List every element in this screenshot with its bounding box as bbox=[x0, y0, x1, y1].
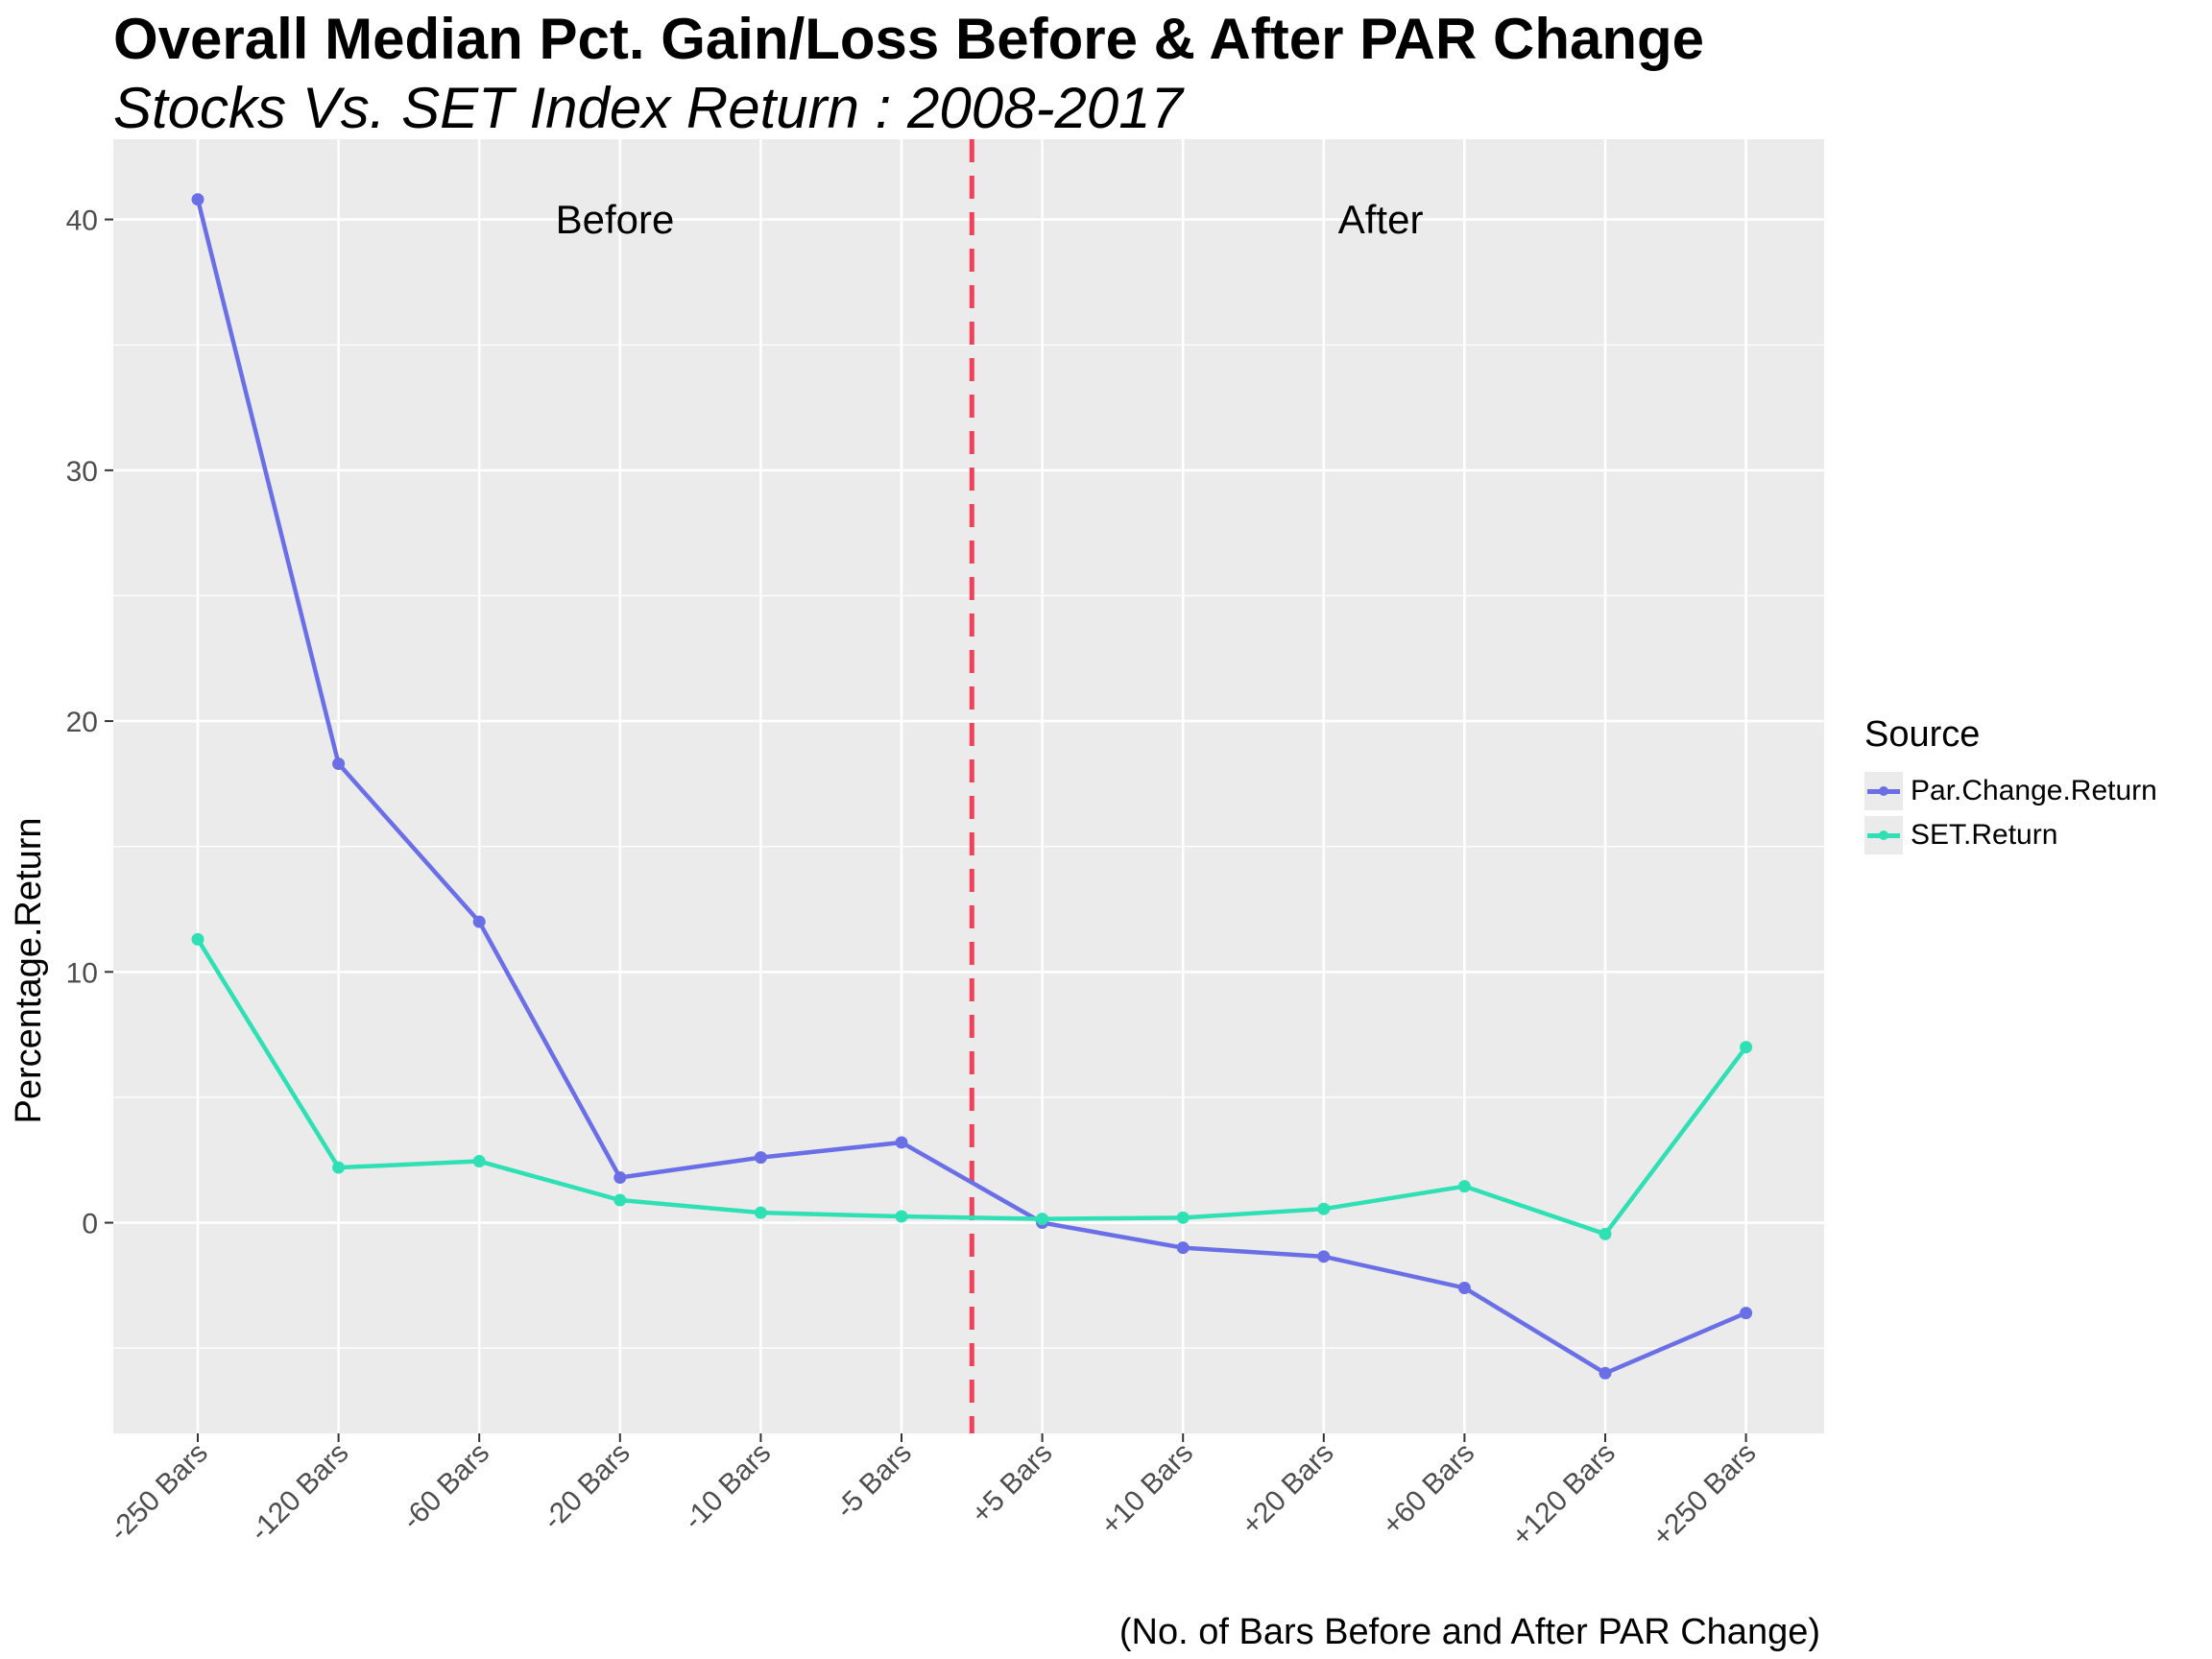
data-point bbox=[1457, 1180, 1471, 1193]
x-tick-label: +20 Bars bbox=[1236, 1437, 1340, 1542]
y-axis: 0 10 20 30 40 bbox=[66, 205, 113, 1240]
x-tick-label: +5 Bars bbox=[966, 1437, 1059, 1530]
data-point bbox=[1740, 1041, 1753, 1054]
legend-title: Source bbox=[1864, 714, 1981, 755]
minor-gridlines bbox=[113, 344, 1824, 1349]
x-tick-label: -60 Bars bbox=[397, 1437, 496, 1537]
data-point bbox=[1036, 1213, 1049, 1226]
data-point bbox=[1176, 1211, 1190, 1224]
x-tick-label: +250 Bars bbox=[1647, 1437, 1763, 1553]
x-tick-label: -250 Bars bbox=[104, 1437, 214, 1548]
legend-label: Par.Change.Return bbox=[1911, 775, 2157, 806]
data-point bbox=[1599, 1227, 1612, 1240]
x-tick-label: -20 Bars bbox=[537, 1437, 637, 1537]
x-axis: -250 Bars -120 Bars -60 Bars -20 Bars -10 Ba… bbox=[104, 1433, 1763, 1552]
annotation-before: Before bbox=[556, 197, 675, 242]
series-line bbox=[195, 937, 1748, 1237]
x-tick-label: +60 Bars bbox=[1377, 1437, 1481, 1542]
data-point bbox=[613, 1171, 627, 1185]
y-tick-label: 40 bbox=[66, 205, 98, 237]
x-tick-label: -10 Bars bbox=[678, 1437, 778, 1537]
series-line bbox=[195, 197, 1748, 1376]
y-tick-label: 10 bbox=[66, 957, 98, 989]
x-tick-label: -5 Bars bbox=[830, 1437, 918, 1526]
plot-panel bbox=[113, 139, 1824, 1433]
data-point bbox=[754, 1151, 767, 1165]
chart-title: Overall Median Pct. Gain/Loss Before & A… bbox=[113, 7, 1705, 71]
x-axis-label: (No. of Bars Before and After PAR Change… bbox=[1119, 1612, 1820, 1652]
data-point bbox=[1317, 1250, 1331, 1263]
y-tick-label: 20 bbox=[66, 707, 98, 738]
data-point bbox=[1740, 1307, 1753, 1320]
series-set-return bbox=[191, 932, 1753, 1240]
data-point bbox=[472, 1155, 486, 1168]
data-point bbox=[472, 915, 486, 928]
legend-item-set-return: SET.Return bbox=[1864, 813, 2157, 857]
data-point bbox=[191, 193, 204, 206]
legend-label: SET.Return bbox=[1911, 819, 2058, 851]
data-point bbox=[1176, 1241, 1190, 1255]
data-point bbox=[191, 932, 204, 946]
data-point bbox=[1317, 1202, 1331, 1215]
legend-item-par-change-return: Par.Change.Return bbox=[1864, 769, 2157, 813]
annotation-layer: Before After bbox=[556, 197, 1424, 242]
data-point bbox=[895, 1210, 908, 1223]
major-gridlines bbox=[113, 139, 1824, 1433]
y-axis-label: Percentage.Return bbox=[9, 818, 49, 1124]
x-tick-label: +120 Bars bbox=[1505, 1437, 1622, 1553]
x-tick-label: +10 Bars bbox=[1094, 1437, 1199, 1542]
x-tick-label: -120 Bars bbox=[244, 1437, 354, 1548]
data-point bbox=[332, 757, 346, 770]
data-point bbox=[1599, 1366, 1612, 1380]
data-point bbox=[754, 1206, 767, 1219]
y-tick-label: 30 bbox=[66, 456, 98, 488]
annotation-after: After bbox=[1338, 197, 1424, 242]
data-point bbox=[895, 1136, 908, 1149]
series-layer bbox=[191, 193, 1753, 1380]
legend: Source Par.Change.Return SET.Return bbox=[1864, 714, 2157, 857]
data-point bbox=[1457, 1281, 1471, 1294]
data-point bbox=[613, 1193, 627, 1207]
legend-key-par-change-return bbox=[1864, 772, 1903, 810]
chart-subtitle: Stocks Vs. SET Index Return : 2008-2017 bbox=[113, 76, 1183, 140]
legend-key-set-return bbox=[1864, 816, 1903, 854]
y-tick-label: 0 bbox=[82, 1209, 98, 1240]
series-par-change-return bbox=[191, 193, 1753, 1380]
data-point bbox=[332, 1161, 346, 1174]
